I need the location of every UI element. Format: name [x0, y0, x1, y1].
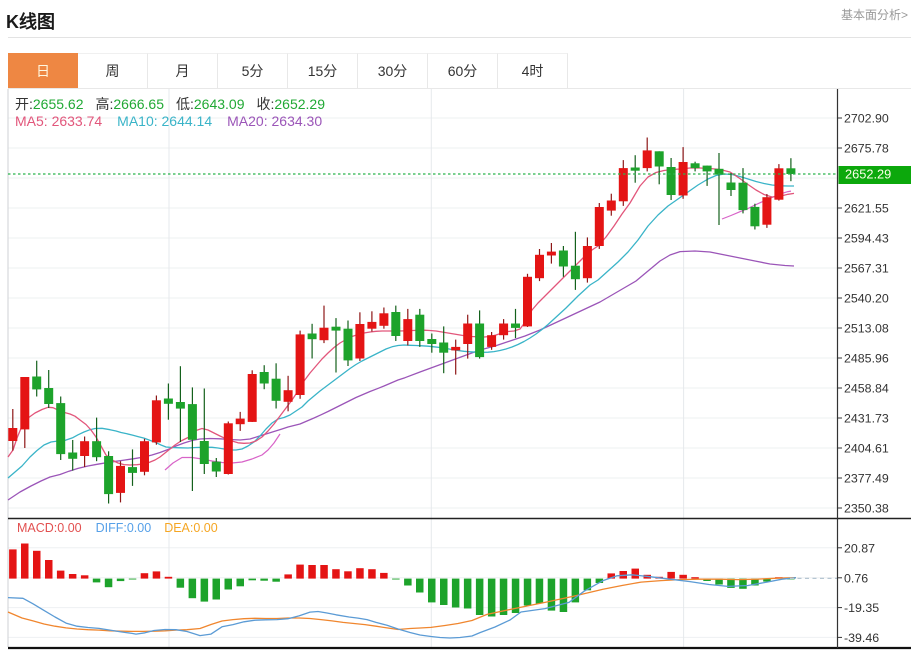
svg-text:0.76: 0.76 — [844, 571, 868, 585]
svg-text:2458.84: 2458.84 — [844, 382, 889, 396]
svg-text:-39.46: -39.46 — [844, 631, 879, 645]
svg-text:20.87: 20.87 — [844, 541, 875, 555]
svg-text:2652.29: 2652.29 — [845, 167, 891, 182]
svg-text:2485.96: 2485.96 — [844, 352, 889, 366]
svg-text:2350.38: 2350.38 — [844, 502, 889, 516]
svg-text:2431.73: 2431.73 — [844, 412, 889, 426]
svg-text:2377.49: 2377.49 — [844, 472, 889, 486]
svg-text:-19.35: -19.35 — [844, 601, 879, 615]
svg-text:2567.31: 2567.31 — [844, 262, 889, 276]
svg-text:2675.78: 2675.78 — [844, 142, 889, 156]
svg-text:2404.61: 2404.61 — [844, 442, 889, 456]
svg-text:2702.90: 2702.90 — [844, 112, 889, 126]
svg-text:2513.08: 2513.08 — [844, 322, 889, 336]
svg-text:2621.55: 2621.55 — [844, 202, 889, 216]
svg-text:2594.43: 2594.43 — [844, 232, 889, 246]
svg-text:2540.20: 2540.20 — [844, 292, 889, 306]
